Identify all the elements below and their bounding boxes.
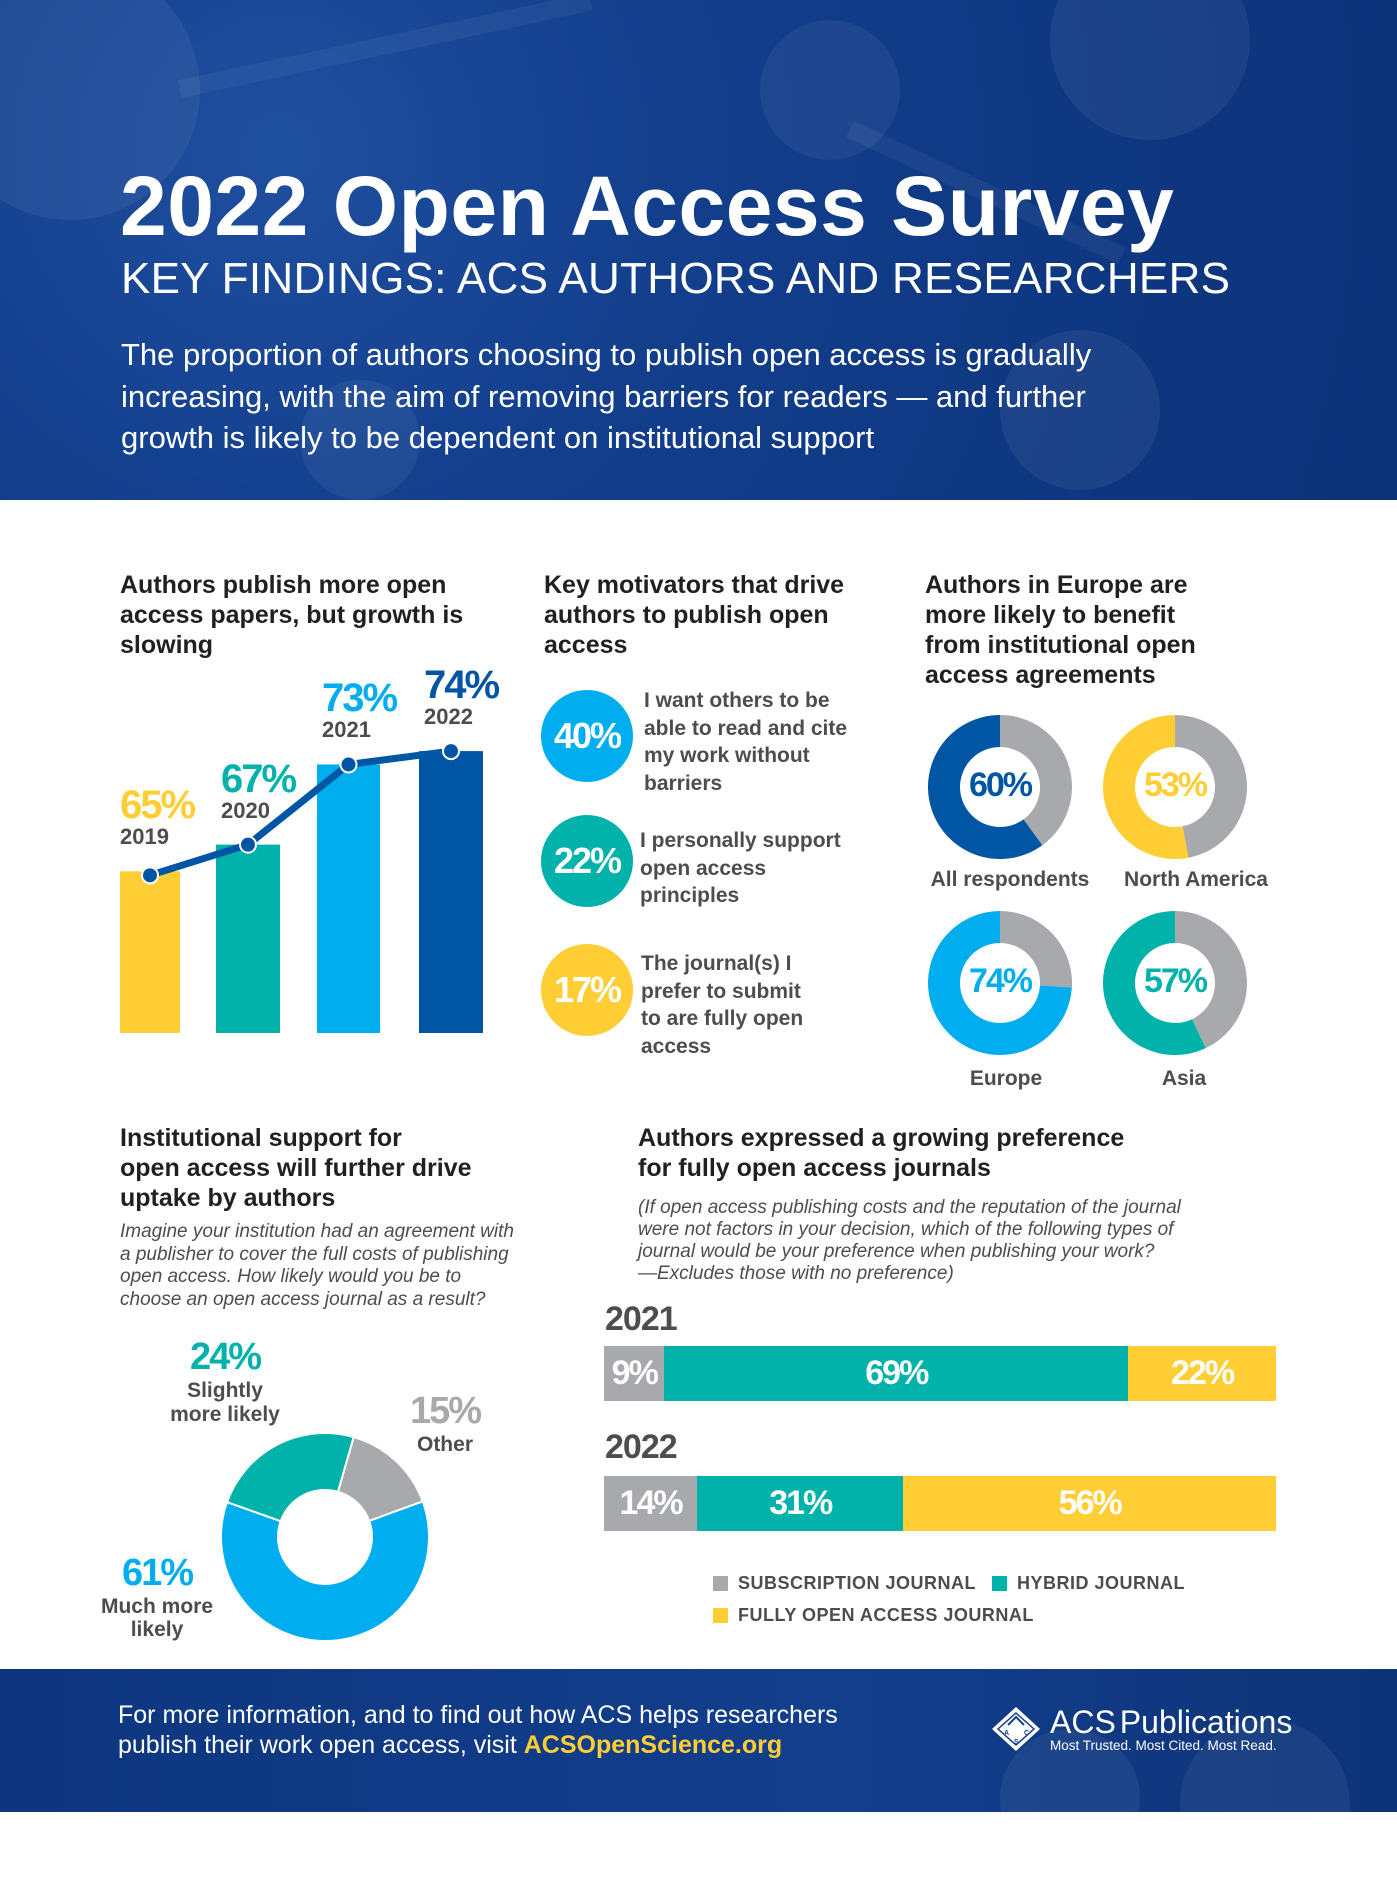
bar-value-label: 65%: [120, 783, 196, 828]
intro-line: The proportion of authors choosing to pu…: [121, 337, 1092, 372]
institutional-question: Imagine your institution had an agreemen…: [120, 1221, 514, 1310]
svg-text:S: S: [1014, 1739, 1019, 1746]
regions-title: Authors in Europe are more likely to bene…: [925, 571, 1196, 689]
motivators-title: Key motivators that drive authors to pub…: [544, 571, 845, 659]
page-subtitle: KEY FINDINGS: ACS AUTHORS AND RESEARCHER…: [121, 254, 1231, 303]
bar-year-label: 2019: [120, 824, 169, 850]
bar-value-label: 73%: [322, 676, 398, 721]
segment-subscription-journal: 9%: [604, 1346, 665, 1401]
bar-label-2022: 74% 2022: [424, 663, 500, 730]
slice-slightly-more-likely: [225, 1432, 355, 1523]
growth-bar-chart: [120, 742, 483, 1033]
stacked-bar-2021: 9% 69% 22%: [604, 1346, 1276, 1401]
acs-open-science-link[interactable]: ACSOpenScience.org: [523, 1731, 783, 1759]
region-donut-charts: [928, 715, 1247, 1055]
motivator-percent-circle: 40%: [541, 690, 633, 782]
stacked-bar-2022: 14% 31% 56%: [604, 1476, 1276, 1531]
footer-text: For more information, and to find out ho…: [118, 1701, 838, 1759]
header-banner: 2022 Open Access Survey KEY FINDINGS: AC…: [0, 0, 1397, 500]
institutional-donut-chart: [220, 1432, 430, 1642]
slice-label-other: 15% Other: [409, 1390, 482, 1456]
bar-value-label: 74%: [424, 663, 500, 708]
bar-2020: [216, 844, 280, 1033]
acs-publications-logo: A C S ACS Publications Most Trusted. Most…: [990, 1705, 1292, 1753]
acs-seal-icon: A C S: [992, 1707, 1040, 1751]
donut-segment-all-respondents: [928, 715, 1043, 859]
growth-chart-title: Authors publish more open access papers,…: [120, 571, 464, 659]
intro-line: increasing, with the aim of removing bar…: [121, 378, 1086, 414]
bar-2021: [317, 764, 380, 1033]
bar-year-label: 2022: [424, 704, 473, 730]
bar-year-label: 2021: [322, 717, 371, 743]
donut-remainder-0: [1000, 715, 1072, 846]
page-title: 2022 Open Access Survey: [120, 159, 1175, 253]
segment-subscription-journal: 14%: [604, 1476, 698, 1531]
year-label-2021: 2021: [605, 1300, 678, 1338]
slice-label-slightly: 24% Slightly more likely: [170, 1336, 280, 1426]
donut-remainder-3: [1175, 911, 1247, 1049]
legend-fully-open: FULLY OPEN ACCESS JOURNAL: [713, 1605, 1034, 1626]
motivator-percent-circle: 22%: [541, 815, 633, 907]
motivator-text: I personally support open access principle…: [640, 829, 841, 907]
preference-note: (If open access publishing costs and the…: [638, 1197, 1181, 1284]
institutional-title: Institutional support for open access wil…: [120, 1124, 472, 1212]
intro-line: growth is likely to be dependent on inst…: [121, 420, 875, 455]
donut-label-asia: 57%: [1143, 962, 1208, 1000]
motivator-text: I want others to be able to read and cite…: [644, 689, 848, 795]
segment-fully-open-access-journal: 56%: [903, 1476, 1276, 1531]
bar-value-label: 67%: [221, 756, 297, 801]
donut-name-north-america: North America: [1124, 868, 1268, 891]
donut-remainder-2: [1000, 911, 1072, 988]
donut-label-all: 60%: [968, 766, 1033, 804]
segment-hybrid-journal: 31%: [697, 1476, 904, 1531]
donut-label-europe: 74%: [968, 962, 1033, 1000]
legend-hybrid: HYBRID JOURNAL: [992, 1573, 1185, 1594]
bar-label-2019: 65% 2019: [120, 783, 196, 850]
molecule-decoration: [1050, 0, 1250, 140]
donut-remainder-1: [1175, 715, 1247, 858]
donut-segment-asia: [1103, 911, 1206, 1055]
legend-swatch: [713, 1576, 728, 1591]
donut-name-asia: Asia: [1161, 1067, 1207, 1090]
trend-line: [148, 747, 452, 879]
svg-text:A: A: [1004, 1730, 1009, 1737]
molecule-decoration: [178, 0, 593, 98]
slice-label-much: 61% Much more likely: [100, 1552, 213, 1641]
bar-year-label: 2020: [221, 797, 270, 823]
legend-swatch: [992, 1576, 1007, 1591]
donut-segment-europe: [928, 911, 1072, 1055]
donut-label-north-america: 53%: [1143, 766, 1208, 804]
bar-label-2021: 73% 2021: [322, 676, 398, 743]
legend-subscription: SUBSCRIPTION JOURNAL: [713, 1573, 976, 1594]
svg-text:C: C: [1024, 1730, 1029, 1737]
trend-point-2022: [442, 742, 460, 761]
bar-label-2020: 67% 2020: [221, 756, 297, 824]
donut-segment-north-america: [1103, 715, 1189, 859]
molecule-decoration: [760, 20, 900, 160]
slice-much-more-likely: [220, 1500, 430, 1642]
molecule-decoration: [1000, 330, 1160, 490]
segment-hybrid-journal: 69%: [664, 1346, 1129, 1401]
motivator-percent-circle: 17%: [541, 944, 633, 1036]
segment-fully-open-access-journal: 22%: [1128, 1346, 1276, 1401]
legend-swatch: [713, 1608, 728, 1623]
trend-point-2019: [141, 866, 159, 885]
trend-point-2020: [239, 835, 257, 854]
bar-2019: [120, 871, 180, 1033]
trend-point-2021: [339, 755, 358, 774]
preference-title: Authors expressed a growing preference fo…: [638, 1124, 1125, 1182]
donut-name-all: All respondents: [930, 868, 1090, 891]
donut-name-europe: Europe: [969, 1067, 1043, 1090]
intro-text: The proportion of authors choosing to pu…: [121, 334, 1091, 459]
molecule-decoration: [300, 380, 420, 500]
bar-2022: [419, 751, 483, 1033]
year-label-2022: 2022: [605, 1428, 678, 1466]
